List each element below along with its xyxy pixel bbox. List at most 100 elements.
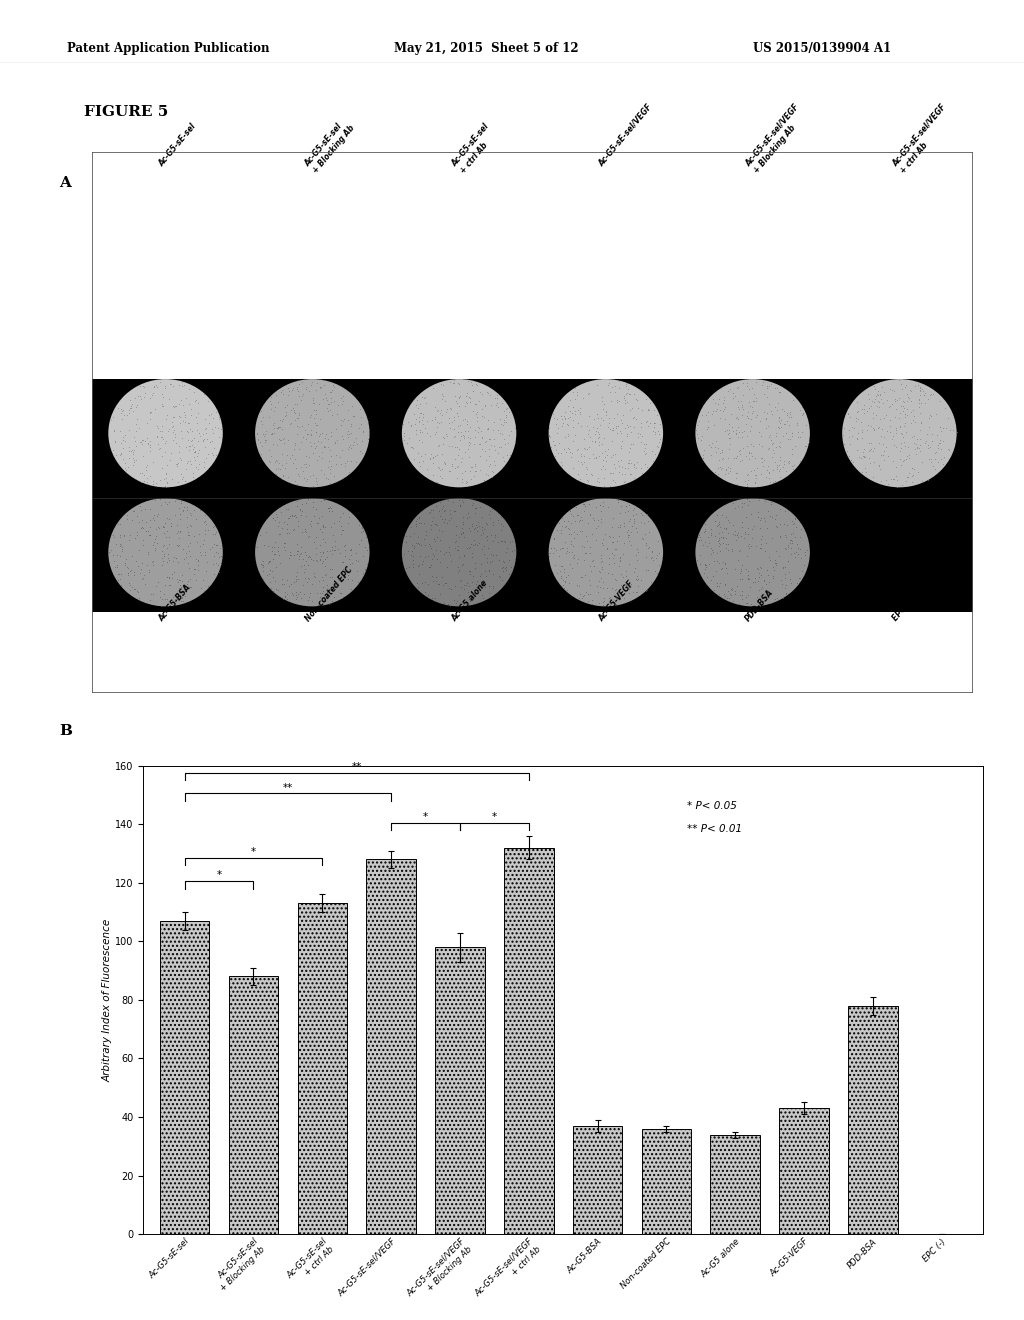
Point: [427, 424, 443, 445]
Point: [169, 535, 185, 556]
Point: [175, 574, 191, 595]
Point: [303, 548, 319, 569]
Point: [256, 426, 272, 447]
Point: [185, 437, 202, 458]
Point: [316, 565, 333, 586]
Point: [271, 429, 288, 450]
Point: [467, 393, 483, 414]
Point: [456, 545, 472, 566]
Point: [721, 434, 737, 455]
Point: [841, 426, 857, 447]
Point: [400, 556, 417, 577]
Point: [120, 562, 136, 583]
Point: [898, 384, 914, 405]
Point: [594, 496, 610, 517]
Point: [770, 411, 786, 432]
Point: [730, 376, 746, 397]
Point: [308, 380, 325, 401]
Point: [441, 417, 458, 438]
Point: [438, 424, 455, 445]
Point: [406, 557, 422, 578]
Point: [873, 418, 890, 440]
Point: [842, 407, 858, 428]
Point: [764, 528, 780, 549]
Point: [125, 454, 141, 475]
Point: [911, 429, 928, 450]
Point: [301, 545, 317, 566]
Point: [571, 587, 588, 609]
Point: [298, 378, 314, 399]
Point: [180, 413, 197, 434]
Point: [728, 462, 744, 483]
Ellipse shape: [549, 498, 664, 606]
Point: [630, 389, 646, 411]
Point: [625, 499, 641, 520]
Point: [709, 576, 725, 597]
Point: [117, 554, 133, 576]
Point: [792, 568, 808, 589]
Point: [912, 420, 929, 441]
Point: [767, 508, 783, 529]
Point: [263, 445, 280, 466]
Point: [172, 569, 188, 590]
Point: [922, 417, 938, 438]
Point: [869, 380, 886, 401]
Point: [477, 441, 494, 462]
Point: [151, 434, 167, 455]
Point: [463, 371, 479, 392]
Point: [490, 436, 507, 457]
Point: [315, 543, 332, 564]
Point: [699, 418, 716, 440]
Point: [795, 421, 811, 442]
Point: [897, 407, 913, 428]
Point: [191, 425, 208, 446]
Point: [728, 447, 744, 469]
Point: [189, 532, 206, 553]
Point: [582, 492, 598, 513]
Point: [460, 581, 476, 602]
Point: [275, 428, 292, 449]
Point: [126, 440, 142, 461]
Point: [622, 399, 638, 420]
Point: [727, 520, 743, 541]
Point: [167, 548, 183, 569]
Point: [128, 449, 144, 470]
Point: [410, 577, 426, 598]
Point: [281, 576, 297, 597]
Point: [843, 450, 859, 471]
Point: [574, 453, 591, 474]
Point: [451, 395, 467, 416]
Point: [189, 550, 206, 572]
Point: [476, 494, 493, 515]
Point: [258, 521, 274, 543]
Point: [562, 533, 579, 554]
Point: [884, 393, 900, 414]
Point: [583, 561, 599, 582]
Point: [255, 424, 271, 445]
Point: [909, 429, 926, 450]
Point: [266, 570, 283, 591]
Point: [793, 527, 809, 548]
Point: [497, 429, 513, 450]
Point: [464, 375, 480, 396]
Point: [446, 385, 463, 407]
Point: [418, 520, 434, 541]
Point: [110, 544, 126, 565]
Point: [573, 510, 590, 531]
Point: [356, 537, 373, 558]
Point: [698, 566, 715, 587]
Point: [507, 548, 523, 569]
Point: [560, 510, 577, 531]
Point: [792, 568, 808, 589]
Point: [751, 579, 767, 601]
Point: [199, 417, 215, 438]
Point: [584, 590, 600, 611]
Point: [122, 525, 138, 546]
Point: [328, 445, 344, 466]
Point: [262, 393, 279, 414]
Point: [496, 450, 512, 471]
Point: [177, 407, 194, 428]
Point: [718, 533, 734, 554]
Point: [746, 473, 763, 494]
Point: [294, 500, 310, 521]
